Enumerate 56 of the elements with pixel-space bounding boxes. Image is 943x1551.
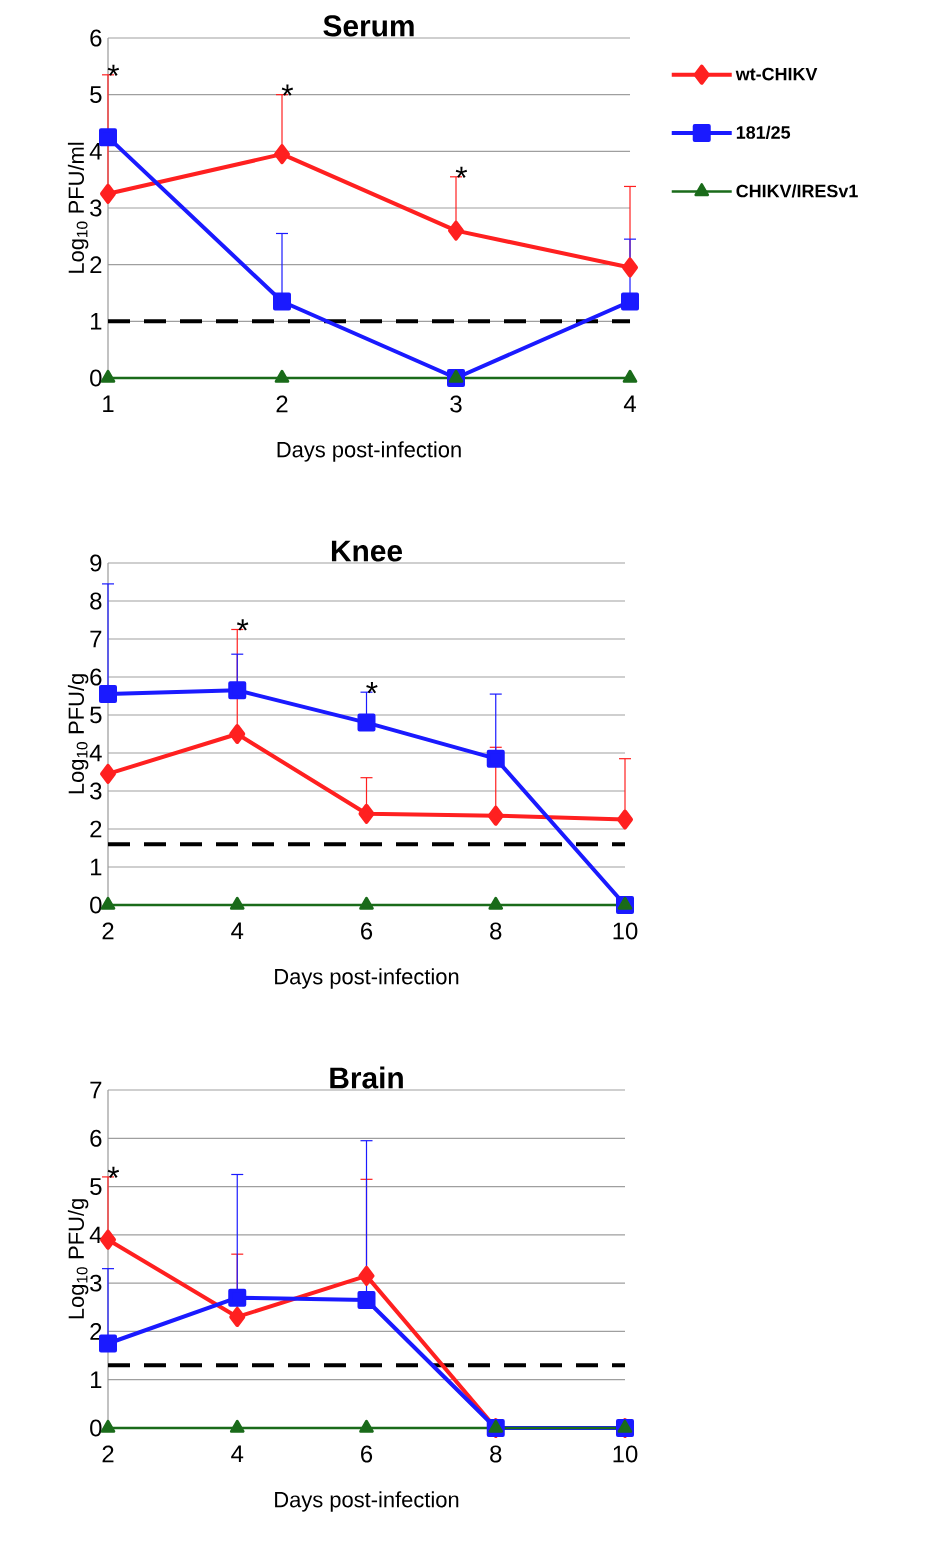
chart-title: Brain	[330, 1066, 403, 1089]
x-axis-title: Days post-infection	[277, 441, 461, 462]
y-tick-label: 1	[91, 858, 102, 876]
y-tick-label: 0	[90, 896, 102, 914]
chart-title: Knee	[331, 540, 403, 562]
x-tick-label: 6	[361, 922, 373, 940]
y-tick-label: 1	[91, 313, 102, 330]
y-tick-label: 2	[90, 256, 102, 273]
x-tick-label: 8	[490, 922, 502, 940]
x-tick-label: 4	[231, 922, 244, 939]
annotation: *	[281, 84, 294, 96]
annotation: *	[236, 619, 249, 631]
y-tick-label: 3	[90, 199, 102, 217]
x-axis-title: Days post-infection	[275, 968, 459, 989]
y-tick-label: 6	[90, 1129, 102, 1147]
y-tick-label: 5	[90, 706, 102, 724]
x-tick-label: 6	[361, 1445, 373, 1463]
legend-label: wt-CHIKV	[735, 67, 818, 81]
y-axis-title: Log$_{10}$ PFU/ml	[67, 142, 89, 273]
x-tick-label: 10	[613, 1445, 638, 1463]
chart-title: Serum	[323, 15, 414, 37]
x-tick-label: 4	[231, 1445, 244, 1462]
y-tick-label: 7	[90, 1081, 102, 1099]
y-tick-label: 8	[90, 592, 102, 610]
x-tick-label: 10	[613, 922, 638, 940]
x-tick-label: 8	[490, 1445, 502, 1463]
annotation: *	[107, 1166, 120, 1178]
y-axis-title: Log$_{10}$ PFU/g	[67, 674, 89, 794]
legend-label: 181/25	[736, 125, 791, 140]
x-tick-label: 3	[450, 395, 462, 413]
y-tick-label: 1	[91, 1371, 102, 1388]
y-tick-label: 2	[90, 820, 102, 838]
y-tick-label: 3	[90, 782, 102, 800]
y-tick-label: 0	[90, 1419, 102, 1437]
annotation: *	[107, 64, 120, 76]
x-tick-label: 1	[103, 395, 114, 412]
x-axis-title: Days post-infection	[275, 1491, 459, 1512]
x-tick-label: 2	[102, 922, 114, 940]
y-tick-label: 4	[89, 1226, 102, 1244]
x-tick-label: 2	[276, 395, 288, 413]
y-tick-label: 5	[90, 1178, 102, 1195]
annotation: *	[455, 166, 468, 178]
y-axis-title: Log$_{10}$ PFU/g	[67, 1199, 89, 1319]
y-tick-label: 7	[90, 630, 102, 648]
y-tick-label: 3	[90, 1274, 102, 1292]
y-tick-label: 6	[90, 29, 102, 47]
y-tick-label: 5	[90, 86, 102, 103]
y-tick-label: 0	[90, 369, 102, 387]
x-tick-label: 2	[102, 1445, 114, 1463]
y-tick-label: 9	[90, 554, 102, 572]
legend-label: CHIKV/IRESv1	[736, 184, 858, 198]
y-tick-label: 4	[89, 143, 102, 160]
annotation: *	[366, 682, 378, 694]
y-tick-label: 4	[89, 744, 102, 762]
y-tick-label: 6	[90, 668, 102, 686]
x-tick-label: 4	[623, 395, 636, 412]
